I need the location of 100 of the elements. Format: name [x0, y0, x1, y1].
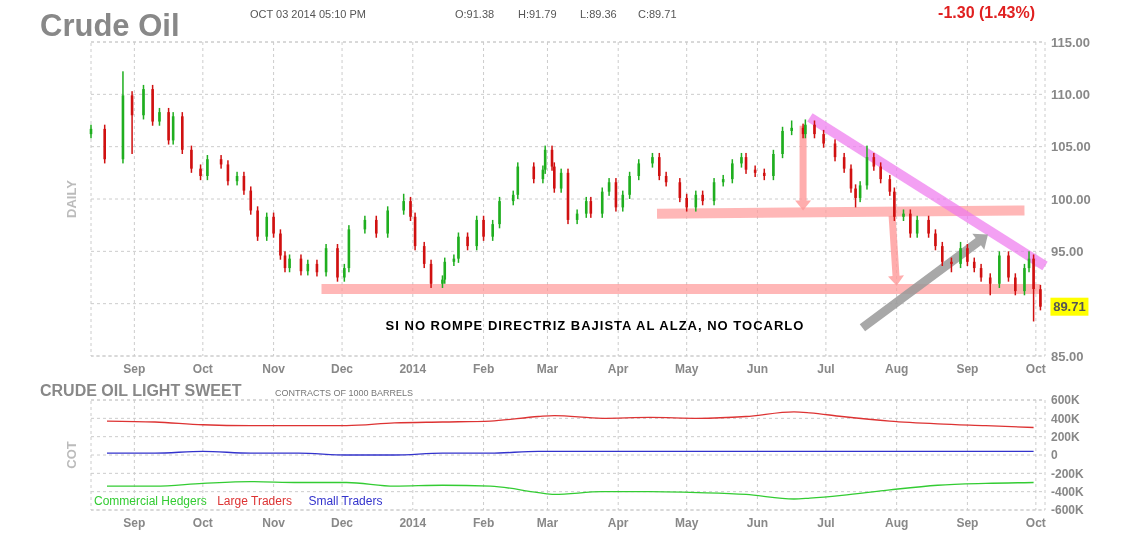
x-tick-label: Oct [192, 516, 213, 530]
chart-title: Crude Oil [40, 8, 180, 43]
annotation: 89.71 [1053, 299, 1086, 315]
line-series [106, 411, 1035, 429]
candlestick [151, 84, 154, 126]
x-tick-label: Mar [536, 362, 559, 376]
text: C:89.71 [638, 8, 677, 20]
x-tick-label: Nov [262, 362, 286, 376]
candlestick [909, 209, 912, 238]
y-tick-label: 600K [1051, 393, 1081, 408]
candlestick [142, 84, 145, 120]
x-tick-label: Apr [607, 516, 629, 530]
text: L:89.36 [580, 8, 617, 20]
candlestick [941, 241, 944, 266]
x-tick-label: Dec [331, 516, 354, 530]
y-tick-label: 95.00 [1051, 243, 1084, 259]
chart-title: CRUDE OIL LIGHT SWEET [40, 382, 242, 399]
candlestick [374, 215, 378, 238]
candlestick [701, 190, 704, 206]
candlestick [466, 232, 469, 251]
candlestick [657, 152, 661, 181]
candlestick [685, 193, 688, 212]
candlestick [950, 257, 953, 273]
series-label: Commercial Hedgers [94, 494, 207, 508]
y-tick-label: 400K [1051, 411, 1081, 426]
candlestick [1039, 284, 1042, 311]
candlestick [190, 145, 193, 173]
text: Large Traders [217, 494, 292, 508]
annotation: SI NO ROMPE DIRECTRIZ BAJISTA AL ALZA, NO TOCARLO [385, 318, 805, 333]
candlestick [927, 215, 930, 238]
y-tick-label: -600K [1051, 503, 1085, 518]
candlestick [998, 251, 1001, 288]
y-tick-label: 115.00 [1051, 34, 1091, 50]
candlestick [879, 162, 882, 184]
candlestick [206, 155, 209, 181]
y-tick-label: 105.00 [1051, 139, 1091, 155]
x-tick-label: Mar [536, 516, 559, 530]
x-tick-label: Jul [817, 516, 835, 530]
x-tick-label: Oct [1025, 516, 1046, 530]
candlestick [167, 107, 170, 145]
candlestick [959, 241, 962, 269]
y-tick-label: -400K [1051, 484, 1085, 499]
x-tick-label: Feb [472, 516, 495, 530]
x-tick-label: Dec [331, 362, 354, 376]
y-axis-title: DAILY [64, 179, 79, 218]
y-tick-label: 110.00 [1051, 86, 1091, 102]
candlestick [457, 232, 460, 263]
candlestick [934, 229, 937, 251]
text: O:91.38 [455, 8, 495, 20]
candlestick [491, 219, 494, 241]
candlestick [731, 159, 734, 184]
text: OCT 03 2014 05:10 PM [250, 8, 366, 20]
x-tick-label: 2014 [399, 362, 427, 376]
candlestick [402, 193, 405, 215]
candlestick [740, 152, 743, 168]
candlestick [902, 209, 905, 221]
x-tick-label: Oct [192, 362, 213, 376]
x-tick-label: May [675, 362, 699, 376]
text: H:91.79 [518, 8, 557, 20]
x-tick-label: Sep [956, 516, 979, 530]
candlestick [628, 171, 631, 199]
x-tick-label: Sep [123, 362, 146, 376]
candlestick [813, 120, 816, 139]
candlestick [409, 196, 412, 221]
candlestick [475, 215, 479, 251]
x-tick-label: Sep [956, 362, 979, 376]
candlestick [272, 212, 275, 238]
x-tick-label: Feb [472, 362, 495, 376]
x-tick-label: Aug [884, 516, 909, 530]
candlestick [762, 168, 766, 181]
y-tick-label: 0 [1051, 448, 1058, 463]
x-tick-label: Jul [817, 362, 835, 376]
candlestick [199, 164, 202, 181]
candlestick [158, 107, 161, 126]
candlestick [343, 263, 346, 282]
x-tick-label: Apr [607, 362, 629, 376]
candlestick [1014, 273, 1017, 296]
candlestick [854, 184, 857, 208]
candlestick [288, 254, 291, 273]
y-axis-title: COT [64, 441, 79, 469]
y-tick-label: 85.00 [1051, 348, 1084, 364]
x-tick-label: 2014 [399, 516, 427, 530]
candlestick [386, 206, 389, 238]
candlestick [482, 215, 485, 241]
x-tick-label: Jun [746, 362, 769, 376]
y-tick-label: 100.00 [1051, 191, 1091, 207]
candlestick [966, 244, 969, 266]
candlestick [893, 187, 896, 221]
candlestick [790, 120, 793, 136]
candlestick [651, 152, 654, 168]
text: Small Traders [308, 494, 383, 508]
y-tick-label: 200K [1051, 429, 1081, 444]
x-tick-label: May [675, 516, 699, 530]
candlestick [772, 149, 775, 181]
candlestick [1007, 251, 1010, 282]
candlestick [256, 206, 259, 241]
chart-subtitle: CONTRACTS OF 1000 BARRELS [275, 388, 414, 398]
candlestick [781, 126, 784, 159]
candlestick [279, 229, 282, 260]
x-tick-label: Sep [123, 516, 146, 530]
